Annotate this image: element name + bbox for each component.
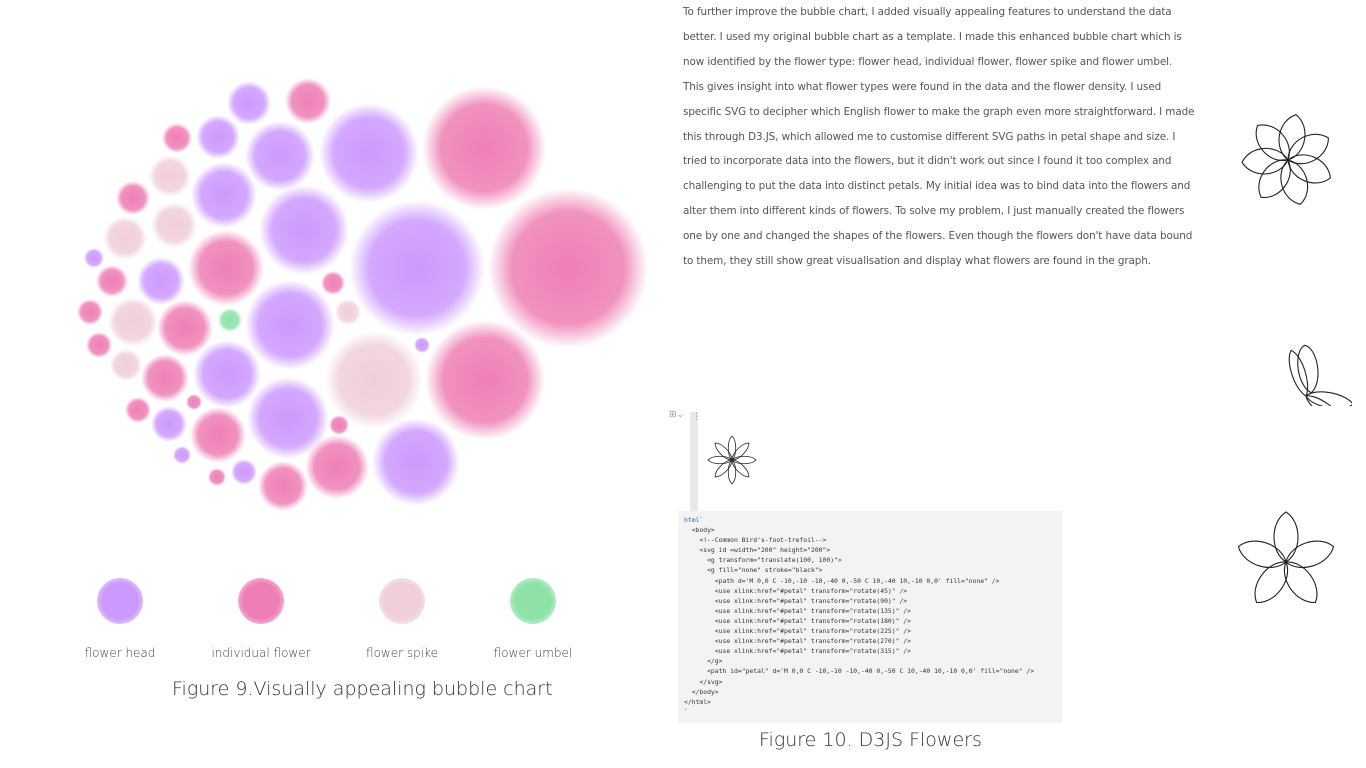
petal	[1285, 540, 1335, 569]
flower-umbel-bubble	[218, 308, 242, 332]
flower-head-bubble	[193, 340, 261, 408]
flower-spike-bubble	[151, 202, 197, 248]
legend-label: flower head	[84, 646, 156, 660]
individual-flower-bubble	[305, 435, 369, 499]
code-language-tag: html`	[684, 516, 704, 524]
legend-swatch	[510, 578, 556, 624]
petal	[714, 459, 733, 478]
petal	[1278, 114, 1306, 161]
petal	[1237, 540, 1287, 569]
legend-item-flower-spike: flower spike	[342, 578, 462, 660]
cell-menu-icon[interactable]: ⋮	[692, 412, 701, 422]
petal	[1283, 561, 1318, 604]
individual-flower-bubble	[321, 271, 345, 295]
petal	[731, 442, 750, 461]
individual-flower-bubble	[96, 265, 128, 297]
petal	[731, 459, 750, 478]
flower-head-bubble	[245, 121, 315, 191]
legend-label: flower umbel	[493, 646, 573, 660]
legend-item-flower-umbel: flower umbel	[473, 578, 593, 660]
petal	[1280, 159, 1309, 205]
flower-head-bubble	[245, 280, 335, 370]
petal	[714, 442, 733, 461]
flower-head-bubble	[227, 81, 271, 125]
petal	[731, 455, 757, 465]
code-block[interactable]: html` <body> <!--Common Bird's-foot-tref…	[678, 511, 1062, 723]
individual-flower-bubble	[285, 78, 331, 124]
individual-flower-bubble	[188, 230, 264, 306]
petal	[1258, 159, 1291, 198]
flower-head-bubble	[191, 162, 257, 228]
two-petal-flower-icon	[1288, 344, 1352, 406]
petal	[727, 459, 737, 485]
legend-item-flower-head: flower head	[60, 578, 180, 660]
flower-output-icon	[707, 435, 757, 485]
individual-flower-bubble	[186, 394, 202, 410]
code-text: <body> <!--Common Bird's-foot-trefoil-->…	[684, 526, 1035, 716]
individual-flower-bubble	[86, 332, 112, 358]
petal	[1287, 133, 1329, 165]
individual-flower-bubble	[141, 354, 189, 402]
flower-spike-bubble	[335, 299, 361, 325]
individual-flower-bubble	[125, 397, 151, 423]
bubble-chart	[77, 78, 648, 511]
petal	[1254, 561, 1289, 604]
petal	[707, 455, 733, 465]
flower-head-bubble	[349, 200, 485, 336]
petal	[1255, 124, 1290, 162]
petal	[1287, 154, 1331, 184]
flower-head-bubble	[173, 446, 191, 464]
flower-head-bubble	[372, 418, 460, 506]
flower-spike-bubble	[110, 349, 142, 381]
cell-collapse-icon[interactable]: ⊞⌄	[669, 410, 685, 420]
individual-flower-bubble	[422, 86, 546, 210]
flower-spike-bubble	[325, 331, 423, 429]
individual-flower-bubble	[208, 468, 226, 486]
bubble-group	[77, 78, 648, 511]
flower-head-bubble	[414, 337, 430, 353]
flower-spike-bubble	[103, 216, 147, 260]
individual-flower-bubble	[329, 415, 349, 435]
legend-swatch	[379, 578, 425, 624]
figure-9-caption: Figure 9.Visually appealing bubble chart	[172, 678, 553, 700]
legend-swatch	[238, 578, 284, 624]
flower-head-bubble	[231, 459, 257, 485]
flower-head-bubble	[196, 115, 240, 159]
individual-flower-bubble	[190, 407, 246, 463]
petal	[1273, 511, 1299, 563]
individual-flower-bubble	[77, 299, 103, 325]
individual-flower-bubble	[157, 300, 213, 356]
flower-head-bubble	[137, 257, 185, 305]
legend-label: flower spike	[366, 646, 438, 660]
individual-flower-bubble	[488, 188, 648, 348]
flower-spike-bubble	[149, 155, 191, 197]
five-petal-flower-icon	[1237, 511, 1335, 604]
legend-item-individual-flower: individual flower	[201, 578, 321, 660]
figure-10-caption: Figure 10. D3JS Flowers	[759, 729, 982, 751]
body-paragraph: To further improve the bubble chart, I a…	[683, 6, 1195, 268]
legend-swatch	[97, 578, 143, 624]
individual-flower-bubble	[425, 320, 545, 440]
individual-flower-bubble	[116, 181, 150, 215]
flower-head-bubble	[319, 103, 419, 203]
individual-flower-bubble	[162, 123, 192, 153]
flower-head-bubble	[247, 377, 329, 459]
seven-petal-flower-icon	[1241, 114, 1331, 205]
petal	[1241, 147, 1289, 175]
petal	[727, 435, 737, 461]
flower-head-bubble	[151, 406, 187, 442]
individual-flower-bubble	[258, 461, 308, 511]
flower-head-bubble	[259, 185, 349, 275]
flower-head-bubble	[84, 248, 104, 268]
flower-spike-bubble	[108, 297, 158, 347]
legend-label: individual flower	[211, 646, 311, 660]
cell-gutter[interactable]	[690, 412, 698, 512]
